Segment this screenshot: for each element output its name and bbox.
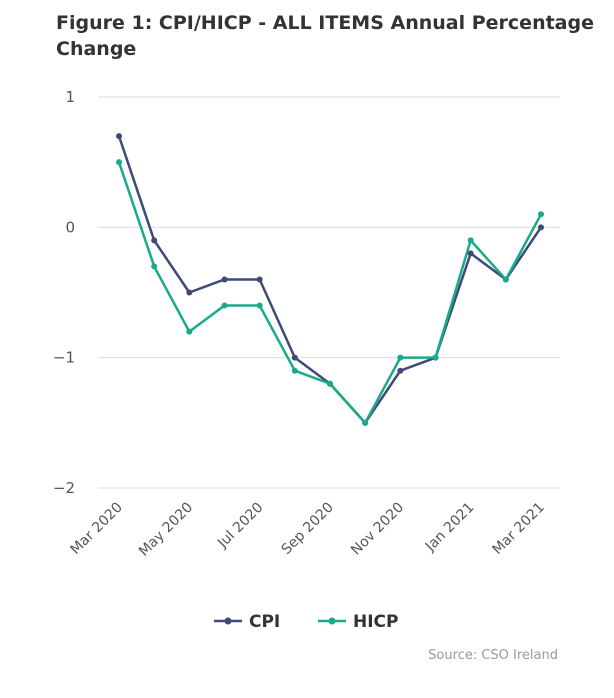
legend-item-cpi: CPI <box>214 612 280 632</box>
legend-item-hicp: HICP <box>318 612 399 632</box>
legend-label-hicp: HICP <box>353 612 399 632</box>
cpi-point <box>151 237 158 244</box>
hicp-point <box>502 276 509 283</box>
cpi-line <box>117 135 543 425</box>
hicp-point <box>538 211 544 218</box>
legend-label-cpi: CPI <box>249 612 280 632</box>
series-points <box>116 133 544 426</box>
cpi-point <box>291 354 298 361</box>
hicp-point <box>116 159 122 166</box>
y-tick-labels: 1 0 −1 −2 <box>53 88 75 497</box>
y-tick-label: 1 <box>65 88 75 106</box>
x-tick-label: May 2020 <box>136 500 196 560</box>
hicp-point <box>291 367 298 374</box>
cpi-point <box>256 276 263 283</box>
cpi-point <box>116 133 122 140</box>
chart-title: Figure 1: CPI/HICP - ALL ITEMS Annual Pe… <box>56 12 594 60</box>
hicp-point <box>186 328 193 335</box>
x-tick-label: Nov 2020 <box>348 500 407 559</box>
grid <box>98 96 560 489</box>
x-tick-label: Mar 2021 <box>489 500 547 558</box>
y-tick-label: 0 <box>65 218 75 236</box>
x-tick-label: Jul 2020 <box>214 500 266 552</box>
hicp-point <box>397 354 404 361</box>
hicp-point <box>467 237 474 244</box>
cpi-point <box>467 250 474 257</box>
hicp-point <box>151 263 158 270</box>
x-tick-label: Sep 2020 <box>279 500 337 558</box>
source-note: Source: CSO Ireland <box>428 648 558 663</box>
hicp-point <box>432 354 439 361</box>
y-tick-label: −2 <box>53 479 75 497</box>
legend-marker-hicp <box>328 617 336 625</box>
legend: CPI HICP <box>214 612 399 632</box>
legend-marker-cpi <box>224 617 232 625</box>
hicp-point <box>362 419 369 426</box>
cpi-point <box>221 276 228 283</box>
y-tick-label: −1 <box>53 349 75 367</box>
x-tick-label: Mar 2020 <box>67 500 125 558</box>
series-lines <box>117 135 543 425</box>
cpi-point <box>538 224 544 231</box>
hicp-point <box>221 302 228 309</box>
hicp-point <box>327 380 333 387</box>
x-tick-label: Jan 2021 <box>422 500 478 556</box>
cpi-point <box>397 367 404 374</box>
cpi-point <box>186 289 193 296</box>
x-tick-labels: Mar 2020 May 2020 Jul 2020 Sep 2020 Nov 2020… <box>67 500 547 560</box>
hicp-point <box>256 302 263 309</box>
